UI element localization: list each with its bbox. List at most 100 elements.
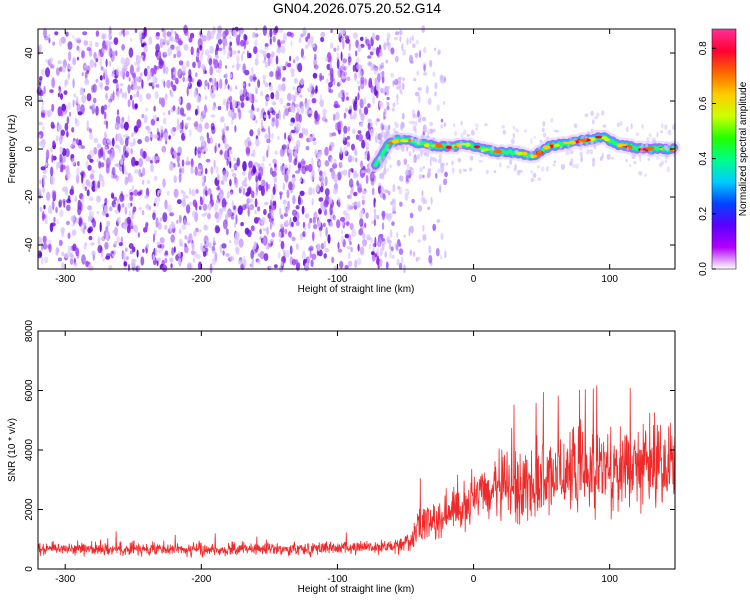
signal-spread: [395, 123, 399, 128]
noise-speckle: [170, 91, 174, 98]
sparse-noise-blob: [421, 190, 424, 197]
noise-blob: [206, 132, 209, 140]
noise-speckle: [315, 149, 318, 156]
noise-speckle: [302, 252, 306, 260]
signal-spread: [586, 148, 591, 153]
noise-speckle: [204, 225, 209, 231]
signal-spread: [510, 138, 515, 145]
noise-blob: [108, 206, 113, 212]
sparse-noise-blob: [385, 59, 389, 64]
noise-speckle: [312, 141, 317, 145]
noise-blob: [152, 233, 156, 243]
sparse-noise-blob: [384, 189, 389, 194]
noise-blob: [62, 109, 67, 115]
noise-blob: [320, 186, 324, 193]
noise-blob: [38, 81, 42, 88]
signal-spread: [587, 131, 590, 134]
noise-blob: [255, 181, 259, 193]
signal-spread: [661, 123, 664, 129]
noise-blob: [236, 62, 240, 71]
signal-spread: [539, 139, 543, 143]
noise-speckle: [268, 162, 271, 167]
noise-blob: [378, 184, 382, 195]
noise-blob: [155, 217, 159, 228]
signal-spread: [478, 159, 483, 163]
noise-blob: [67, 72, 71, 80]
noise-blob: [83, 40, 89, 46]
noise-blob: [77, 216, 83, 227]
sparse-noise-blob: [396, 159, 401, 167]
snr-ytick-label: 0: [24, 566, 35, 572]
sparse-noise-blob: [412, 43, 416, 48]
noise-blob: [64, 122, 69, 132]
noise-blob: [298, 132, 303, 139]
noise-blob: [121, 203, 125, 208]
noise-blob: [104, 197, 108, 205]
heatmap-xtick-label: -300: [55, 274, 75, 285]
noise-blob: [351, 143, 355, 151]
noise-speckle: [174, 69, 177, 75]
noise-speckle: [255, 54, 260, 58]
noise-blob: [275, 119, 279, 129]
noise-blob: [173, 246, 176, 254]
noise-speckle: [168, 36, 172, 41]
noise-speckle: [40, 105, 45, 113]
noise-blob: [51, 103, 55, 112]
signal-spread: [664, 124, 668, 131]
sparse-noise-blob: [388, 243, 392, 250]
noise-blob: [276, 39, 281, 46]
sparse-noise-blob: [399, 242, 402, 248]
noise-blob: [347, 251, 351, 260]
noise-blob: [368, 80, 373, 89]
noise-blob: [53, 216, 56, 223]
noise-speckle: [285, 219, 289, 226]
noise-blob: [271, 117, 275, 128]
noise-blob: [240, 39, 245, 47]
noise-speckle: [69, 252, 73, 258]
noise-speckle: [218, 208, 223, 215]
noise-speckle: [96, 158, 100, 164]
noise-speckle: [146, 179, 151, 185]
noise-blob: [87, 164, 92, 171]
snr-ytick-label: 4000: [24, 438, 35, 461]
noise-blob: [255, 175, 259, 183]
noise-speckle: [56, 219, 59, 225]
sparse-noise-blob: [389, 164, 392, 169]
noise-blob: [337, 248, 343, 253]
noise-blob: [283, 32, 287, 43]
noise-speckle: [42, 174, 47, 180]
noise-blob: [143, 150, 146, 159]
noise-blob: [248, 92, 253, 103]
signal-spread: [518, 145, 521, 148]
noise-speckle: [310, 172, 315, 181]
noise-speckle: [354, 147, 358, 157]
noise-speckle: [262, 227, 267, 232]
signal-hotspot: [601, 136, 608, 140]
noise-blob: [304, 165, 309, 172]
noise-blob: [138, 168, 142, 178]
noise-speckle: [223, 122, 226, 130]
noise-blob: [92, 97, 97, 104]
noise-speckle: [66, 171, 71, 180]
noise-blob: [169, 257, 174, 263]
noise-blob: [219, 149, 223, 155]
signal-hotspot: [465, 142, 471, 147]
noise-blob: [76, 56, 80, 61]
noise-blob: [194, 166, 198, 176]
noise-blob: [145, 156, 151, 162]
signal-spread: [523, 129, 527, 133]
noise-blob: [209, 65, 213, 76]
noise-blob: [333, 78, 336, 86]
noise-blob: [118, 242, 123, 247]
noise-blob: [171, 247, 175, 256]
noise-blob: [214, 211, 220, 220]
noise-blob: [307, 163, 313, 173]
noise-speckle: [176, 124, 181, 131]
noise-blob: [50, 64, 55, 69]
signal-hotspot: [494, 149, 502, 154]
noise-blob: [72, 99, 75, 108]
signal-spread: [459, 144, 462, 151]
noise-speckle: [233, 236, 239, 246]
noise-speckle: [181, 64, 187, 74]
noise-speckle: [167, 204, 173, 213]
